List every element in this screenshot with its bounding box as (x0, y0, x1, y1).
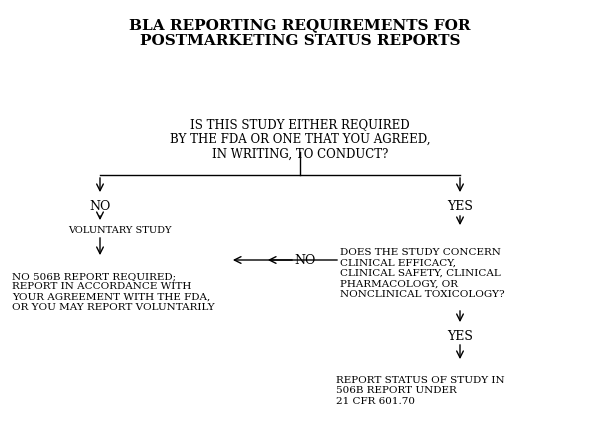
Text: YES: YES (447, 200, 473, 213)
Text: IS THIS STUDY EITHER REQUIRED
BY THE FDA OR ONE THAT YOU AGREED,
IN WRITING, TO : IS THIS STUDY EITHER REQUIRED BY THE FDA… (170, 118, 430, 161)
Text: YES: YES (447, 330, 473, 343)
Text: VOLUNTARY STUDY: VOLUNTARY STUDY (68, 226, 172, 235)
Text: REPORT STATUS OF STUDY IN
506B REPORT UNDER
21 CFR 601.70: REPORT STATUS OF STUDY IN 506B REPORT UN… (336, 376, 505, 406)
Text: DOES THE STUDY CONCERN
CLINICAL EFFICACY,
CLINICAL SAFETY, CLINICAL
PHARMACOLOGY: DOES THE STUDY CONCERN CLINICAL EFFICACY… (340, 248, 505, 299)
Text: BLA REPORTING REQUIREMENTS FOR: BLA REPORTING REQUIREMENTS FOR (129, 18, 471, 32)
Text: POSTMARKETING STATUS REPORTS: POSTMARKETING STATUS REPORTS (140, 34, 460, 48)
Text: NO 506B REPORT REQUIRED;
REPORT IN ACCORDANCE WITH
YOUR AGREEMENT WITH THE FDA,
: NO 506B REPORT REQUIRED; REPORT IN ACCOR… (12, 272, 215, 312)
Text: NO: NO (89, 200, 110, 213)
Text: NO: NO (295, 253, 316, 267)
